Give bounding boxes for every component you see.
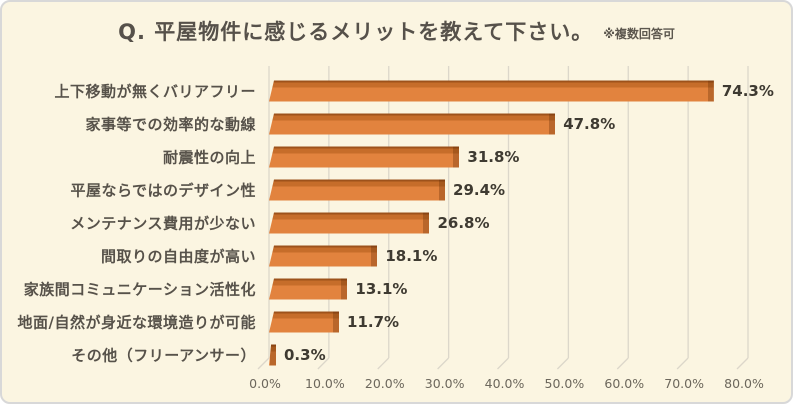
- x-axis-tick-label: 40.0%: [484, 376, 525, 391]
- bar: [269, 311, 340, 333]
- bar: [269, 212, 430, 234]
- x-axis-tick-label: 70.0%: [664, 376, 704, 391]
- category-label: 間取りの自由度が高い: [100, 247, 256, 266]
- category-label: 耐震性の向上: [162, 148, 256, 167]
- bar: [269, 344, 276, 366]
- x-axis-tick-label: 10.0%: [305, 376, 345, 391]
- bar: [269, 245, 378, 267]
- multiple-answers-note: ※複数回答可: [603, 27, 675, 41]
- bar-value-label: 18.1%: [385, 247, 438, 265]
- category-label: 家事等での効率的な動線: [85, 115, 256, 134]
- bar-value-label: 74.3%: [721, 82, 774, 100]
- chart-title: Q. 平屋物件に感じるメリットを教えて下さい。: [118, 20, 594, 44]
- chart-title-row: Q. 平屋物件に感じるメリットを教えて下さい。 ※複数回答可: [2, 16, 791, 46]
- category-label: 上下移動が無くバリアフリー: [54, 82, 256, 101]
- x-axis-tick-label: 50.0%: [544, 376, 585, 391]
- bar-value-label: 29.4%: [453, 181, 506, 199]
- x-axis-tick-label: 20.0%: [364, 376, 405, 391]
- bar-value-label: 13.1%: [355, 280, 408, 298]
- x-axis-tick-label: 80.0%: [724, 376, 764, 391]
- bar: [269, 278, 348, 300]
- bar-value-label: 0.3%: [284, 346, 326, 364]
- x-axis-tick-label: 30.0%: [424, 376, 465, 391]
- category-label: メンテナンス費用が少ない: [70, 214, 256, 233]
- category-label: その他（フリーアンサー）: [71, 346, 256, 365]
- category-label: 家族間コミュニケーション活性化: [23, 280, 256, 299]
- bar: [269, 146, 460, 168]
- bar-value-label: 26.8%: [437, 214, 490, 232]
- bar: [269, 80, 714, 102]
- x-axis-tick-label: 60.0%: [604, 376, 645, 391]
- bar-value-label: 31.8%: [467, 148, 520, 166]
- bar-value-label: 47.8%: [563, 115, 616, 133]
- category-label: 地面/自然が身近な環境造りが可能: [17, 313, 256, 332]
- x-axis-tick-label: 0.0%: [249, 376, 281, 391]
- category-label: 平屋ならではのデザイン性: [70, 181, 256, 200]
- bar: [269, 113, 556, 135]
- bar-value-label: 11.7%: [347, 313, 400, 331]
- bar: [269, 179, 446, 201]
